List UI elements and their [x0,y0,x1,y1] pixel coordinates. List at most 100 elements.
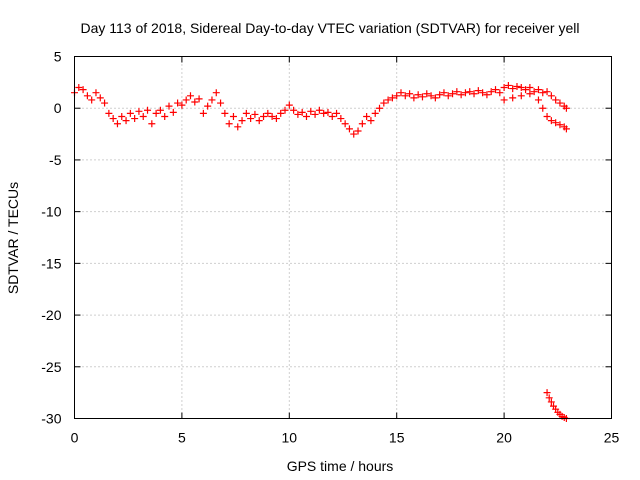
y-tick-label: -25 [41,359,61,375]
data-point [178,101,186,109]
data-point [457,91,465,99]
data-point [380,99,388,107]
data-point [358,120,366,128]
data-point [376,104,384,112]
data-point [397,89,405,97]
data-point [539,89,547,97]
x-tick-label: 20 [496,430,512,446]
data-point [345,125,353,133]
data-point [436,91,444,99]
data-point [363,112,371,120]
data-point [311,110,319,118]
data-point [139,112,147,120]
data-point [260,112,268,120]
x-tick-label: 15 [389,430,405,446]
data-point [131,115,139,123]
data-point [199,109,207,117]
data-point [367,117,375,125]
data-point [229,112,237,120]
data-point [526,90,534,98]
data-point [539,104,547,112]
data-point [483,91,491,99]
data-point [113,120,121,128]
data-point [440,89,448,97]
data-point [517,92,525,100]
y-tick-label: 5 [54,49,62,65]
data-point [333,109,341,117]
data-point [126,109,134,117]
data-point [509,94,517,102]
data-point [264,109,272,117]
data-point [530,88,538,96]
data-point [487,88,495,96]
y-tick-label: 0 [54,100,62,116]
data-point [251,110,259,118]
data-point [195,95,203,103]
data-point [547,398,555,406]
axis-ticks: 0 5 10 15 20 25 5 0 -5 -10 -15 -20 -25 -30 [41,49,619,446]
data-point [410,94,418,102]
data-point [302,112,310,120]
data-point [161,112,169,120]
data-point [324,108,332,116]
data-point [513,82,521,90]
data-point [217,99,225,107]
data-point [96,94,104,102]
data-point [285,101,293,109]
data-point [328,112,336,120]
data-point [547,117,555,125]
data-point [238,117,246,125]
data-point [272,115,280,123]
data-point [337,115,345,123]
data-point [418,93,426,101]
data-point [225,120,233,128]
data-point [109,115,117,123]
data-point [290,106,298,114]
data-point [105,109,113,117]
data-point [466,88,474,96]
data-point [294,110,302,118]
data-point [221,109,229,117]
data-point [406,90,414,98]
data-point [165,102,173,110]
data-point [174,99,182,107]
data-point [517,84,525,92]
data-point [562,104,570,112]
data-point [83,92,91,100]
data-point [88,96,96,104]
plot-frame [74,56,612,419]
data-point [479,89,487,97]
data-point [500,84,508,92]
data-point [320,109,328,117]
data-point [182,96,190,104]
data-point [156,106,164,114]
y-tick-label: -20 [41,307,61,323]
data-point [101,99,109,107]
data-point [186,92,194,100]
data-point [423,90,431,98]
data-point [526,84,534,92]
data-point [556,99,564,107]
data-point [547,92,555,100]
data-point [371,109,379,117]
data-point [350,130,358,138]
grid-lines [74,56,612,419]
x-tick-label: 0 [71,430,79,446]
data-point [234,123,242,131]
data-point [492,86,500,94]
data-point [414,91,422,99]
data-point [534,86,542,94]
data-point [255,117,263,125]
data-point [388,94,396,102]
data-point [315,106,323,114]
data-point [148,120,156,128]
x-tick-label: 25 [604,430,620,446]
data-point [470,90,478,98]
data-point [444,92,452,100]
data-point [152,109,160,117]
x-tick-label: 10 [282,430,298,446]
data-point [543,112,551,120]
data-point [534,96,542,104]
data-point [453,88,461,96]
